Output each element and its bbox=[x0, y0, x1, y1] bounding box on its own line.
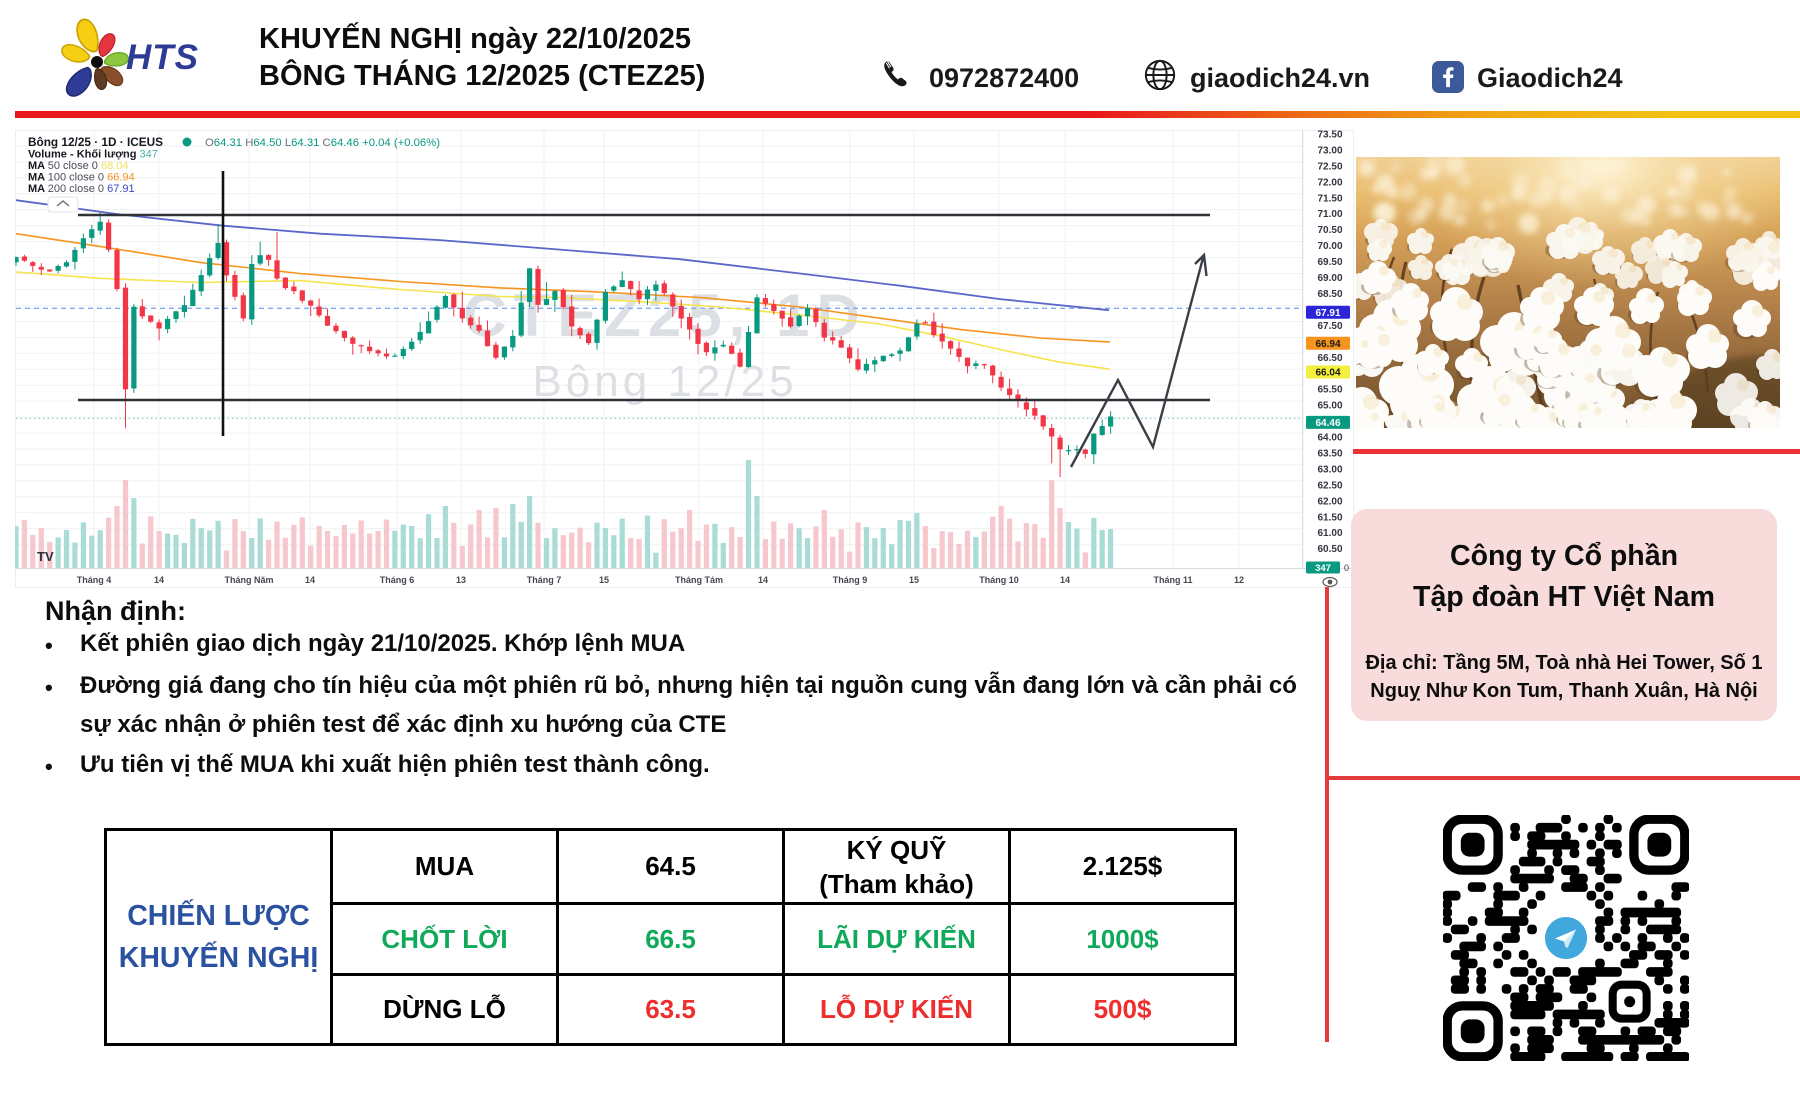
svg-text:Volume - Khối lượng 347: Volume - Khối lượng 347 bbox=[28, 149, 158, 161]
svg-text:65.50: 65.50 bbox=[1317, 385, 1342, 396]
svg-text:Bông 12/25: Bông 12/25 bbox=[532, 357, 797, 406]
svg-text:70.00: 70.00 bbox=[1317, 241, 1342, 252]
svg-text:14: 14 bbox=[1060, 575, 1070, 585]
svg-text:0: 0 bbox=[1344, 563, 1349, 573]
svg-text:67.50: 67.50 bbox=[1317, 321, 1342, 332]
svg-text:Tháng 11: Tháng 11 bbox=[1153, 575, 1192, 585]
svg-text:61.00: 61.00 bbox=[1317, 528, 1342, 539]
svg-text:63.50: 63.50 bbox=[1317, 449, 1342, 460]
svg-text:13: 13 bbox=[456, 575, 466, 585]
svg-text:63.00: 63.00 bbox=[1317, 464, 1342, 475]
svg-text:70.50: 70.50 bbox=[1317, 225, 1342, 236]
svg-text:62.50: 62.50 bbox=[1317, 480, 1342, 491]
svg-text:69.50: 69.50 bbox=[1317, 257, 1342, 268]
svg-text:14: 14 bbox=[758, 575, 768, 585]
svg-text:TV: TV bbox=[37, 549, 54, 564]
svg-text:Tháng 4: Tháng 4 bbox=[77, 575, 112, 585]
svg-text:69.00: 69.00 bbox=[1317, 273, 1342, 284]
svg-text:MA 200 close 0 67.91: MA 200 close 0 67.91 bbox=[28, 183, 135, 195]
svg-text:Tháng Năm: Tháng Năm bbox=[224, 575, 273, 585]
svg-text:66.94: 66.94 bbox=[1315, 339, 1340, 350]
svg-text:60.50: 60.50 bbox=[1317, 544, 1342, 555]
svg-text:62.00: 62.00 bbox=[1317, 496, 1342, 507]
svg-text:Bông 12/25 · 1D · ICEUS: Bông 12/25 · 1D · ICEUS bbox=[28, 135, 163, 149]
svg-text:15: 15 bbox=[599, 575, 609, 585]
svg-text:Tháng 10: Tháng 10 bbox=[979, 575, 1019, 585]
svg-text:O64.31 H64.50 L64.31 C64.46 +0: O64.31 H64.50 L64.31 C64.46 +0.04 (+0.06… bbox=[205, 137, 440, 149]
svg-text:66.04: 66.04 bbox=[1315, 368, 1340, 379]
svg-text:66.50: 66.50 bbox=[1317, 353, 1342, 364]
svg-text:14: 14 bbox=[154, 575, 164, 585]
svg-text:72.00: 72.00 bbox=[1317, 177, 1342, 188]
svg-text:73.50: 73.50 bbox=[1317, 130, 1342, 141]
svg-text:73.00: 73.00 bbox=[1317, 145, 1342, 156]
svg-text:347: 347 bbox=[1315, 563, 1331, 574]
svg-text:Tháng 7: Tháng 7 bbox=[527, 575, 562, 585]
svg-text:Tháng 6: Tháng 6 bbox=[380, 575, 415, 585]
svg-text:12: 12 bbox=[1234, 575, 1244, 585]
svg-text:71.50: 71.50 bbox=[1317, 193, 1342, 204]
svg-text:67.91: 67.91 bbox=[1315, 308, 1340, 319]
svg-text:MA 50 close 0 68.04: MA 50 close 0 68.04 bbox=[28, 160, 129, 172]
svg-text:Tháng Tám: Tháng Tám bbox=[675, 575, 723, 585]
svg-text:64.46: 64.46 bbox=[1315, 418, 1340, 429]
svg-text:68.50: 68.50 bbox=[1317, 289, 1342, 300]
svg-text:MA 100 close 0 66.94: MA 100 close 0 66.94 bbox=[28, 172, 135, 184]
svg-text:14: 14 bbox=[305, 575, 315, 585]
svg-text:65.00: 65.00 bbox=[1317, 401, 1342, 412]
svg-text:64.00: 64.00 bbox=[1317, 433, 1342, 444]
svg-text:61.50: 61.50 bbox=[1317, 512, 1342, 523]
svg-text:15: 15 bbox=[909, 575, 919, 585]
svg-text:71.00: 71.00 bbox=[1317, 209, 1342, 220]
svg-text:Tháng 9: Tháng 9 bbox=[833, 575, 868, 585]
svg-text:72.50: 72.50 bbox=[1317, 161, 1342, 172]
